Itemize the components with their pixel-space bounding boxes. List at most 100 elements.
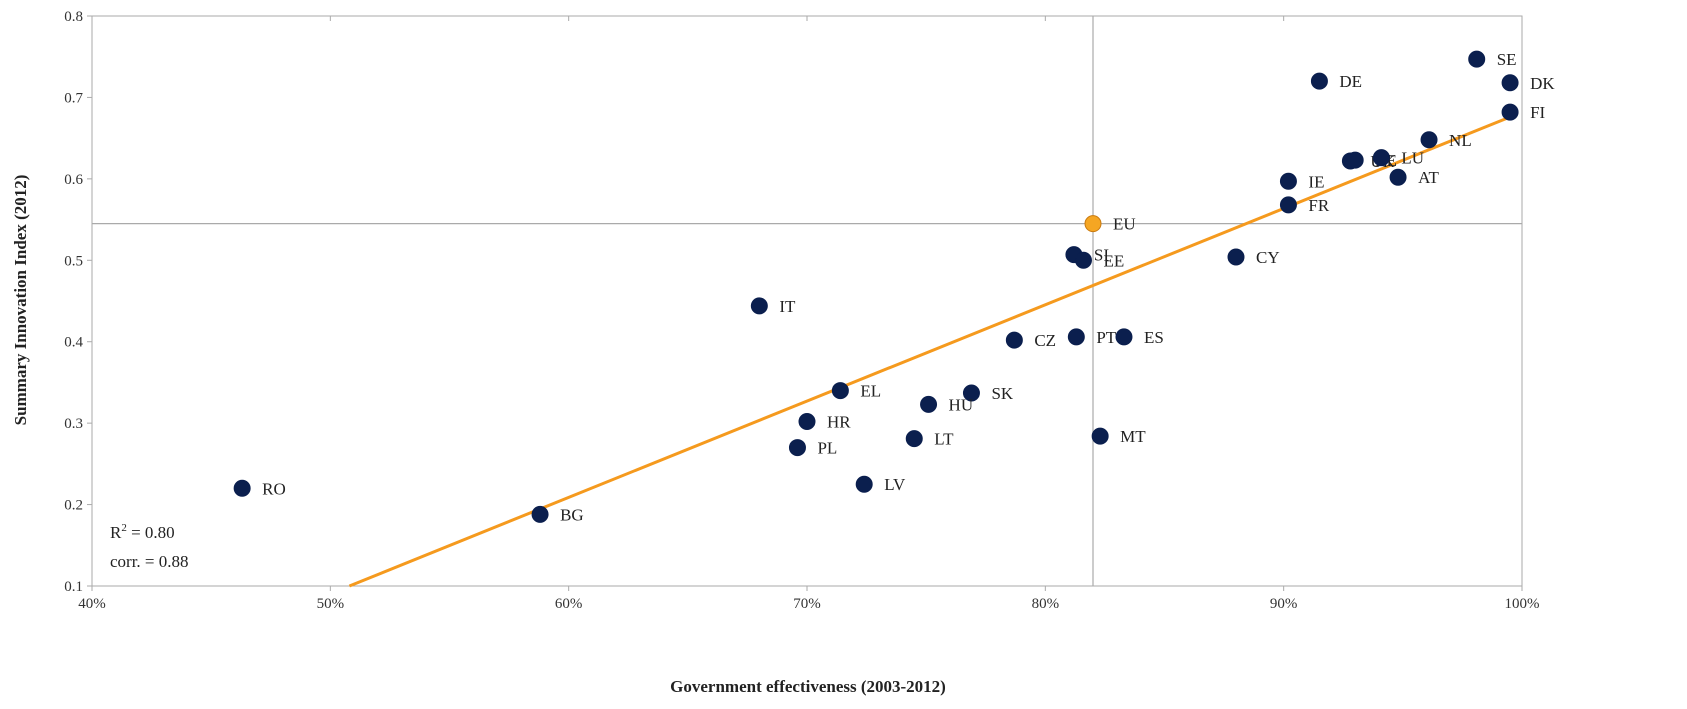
data-point-label: NL	[1449, 131, 1472, 150]
y-axis-title: Summary Innovation Index (2012)	[11, 175, 30, 426]
data-point-label: IE	[1308, 172, 1324, 191]
data-point-nl: NL	[1420, 131, 1472, 150]
data-point-label: FR	[1308, 196, 1329, 215]
data-point-label: CZ	[1034, 331, 1056, 350]
data-point-marker	[1227, 248, 1245, 266]
y-tick-label: 0.4	[64, 335, 83, 351]
data-point-fr: FR	[1279, 196, 1330, 215]
data-point-hr: HR	[798, 413, 851, 432]
x-tick-label: 40%	[78, 596, 106, 612]
data-point-de: DE	[1310, 72, 1362, 91]
data-point-pt: PT	[1067, 328, 1117, 347]
data-point-label: LV	[884, 475, 906, 494]
data-point-cz: CZ	[1005, 331, 1056, 350]
data-point-lu: LU	[1372, 149, 1424, 168]
y-tick-label: 0.7	[64, 90, 83, 106]
y-axis-ticks: 0.1 0.2 0.3 0.4 0.5 0.6 0.7 0.8	[64, 9, 92, 595]
data-point-fi: FI	[1501, 103, 1546, 122]
data-point-marker	[920, 395, 938, 413]
data-point-label: PL	[817, 439, 837, 458]
data-point-marker	[1279, 196, 1297, 214]
data-point-label: CY	[1256, 248, 1280, 267]
data-point-label: PT	[1096, 328, 1116, 347]
data-point-it: IT	[750, 297, 796, 316]
data-point-label: SE	[1497, 50, 1517, 69]
y-tick-label: 0.8	[64, 9, 83, 25]
data-point-marker	[831, 382, 849, 400]
data-point-marker	[1501, 74, 1519, 92]
data-point-es: ES	[1115, 328, 1164, 347]
r-squared-annotation: R2 = 0.80	[110, 522, 175, 542]
data-point-bg: BG	[531, 505, 584, 524]
data-point-marker	[1468, 50, 1486, 68]
data-point-marker	[1501, 103, 1519, 121]
data-point-label: DK	[1530, 74, 1555, 93]
data-point-hu: HU	[920, 395, 974, 414]
correlation-annotation: corr. = 0.88	[110, 552, 189, 571]
data-point-pl: PL	[788, 439, 837, 458]
data-point-marker	[531, 505, 549, 523]
data-point-label: HR	[827, 413, 851, 432]
data-point-ee: EE	[1074, 251, 1124, 270]
data-point-label: SK	[991, 384, 1013, 403]
x-tick-label: 90%	[1270, 596, 1298, 612]
data-point-eu: EU	[1084, 215, 1136, 234]
data-point-label: LT	[934, 430, 954, 449]
data-point-lv: LV	[855, 475, 906, 494]
data-point-el: EL	[831, 382, 881, 401]
data-point-label: MT	[1120, 427, 1146, 446]
data-point-at: AT	[1389, 168, 1439, 187]
data-point-marker	[750, 297, 768, 315]
y-tick-label: 0.3	[64, 416, 83, 432]
data-point-marker	[962, 384, 980, 402]
data-point-marker	[1420, 131, 1438, 149]
data-point-lt: LT	[905, 430, 954, 449]
y-tick-label: 0.6	[64, 172, 83, 188]
data-point-marker	[1389, 168, 1407, 186]
x-tick-label: 80%	[1032, 596, 1060, 612]
data-point-label: DE	[1339, 72, 1362, 91]
data-point-label: EE	[1103, 251, 1124, 270]
reference-lines	[92, 16, 1522, 586]
data-point-ie: IE	[1279, 172, 1324, 191]
data-point-marker	[855, 475, 873, 493]
data-point-mt: MT	[1091, 427, 1146, 446]
data-point-marker	[798, 413, 816, 431]
data-points: SEDKDEFINLUKBELUATIEFREUSIEECYITCZPTESEL…	[233, 50, 1555, 524]
data-point-label: HU	[949, 395, 974, 414]
data-point-marker	[233, 479, 251, 497]
data-point-marker	[788, 439, 806, 457]
data-point-label: IT	[779, 297, 796, 316]
plot-area	[91, 15, 1523, 587]
data-point-marker	[1310, 72, 1328, 90]
x-tick-label: 50%	[317, 596, 345, 612]
r-squared-value: = 0.80	[127, 523, 175, 542]
data-point-cy: CY	[1227, 248, 1280, 267]
data-point-marker	[1091, 427, 1109, 445]
trendline	[348, 115, 1511, 588]
data-point-label: LU	[1401, 149, 1424, 168]
trendline-path	[348, 115, 1511, 588]
data-point-label: FI	[1530, 103, 1545, 122]
data-point-marker	[1005, 331, 1023, 349]
x-tick-label: 100%	[1505, 596, 1540, 612]
data-point-marker	[905, 430, 923, 448]
y-tick-label: 0.5	[64, 253, 83, 269]
data-point-marker	[1084, 215, 1102, 233]
data-point-label: ES	[1144, 328, 1164, 347]
data-point-marker	[1067, 328, 1085, 346]
data-point-ro: RO	[233, 479, 286, 498]
data-point-marker	[1115, 328, 1133, 346]
data-point-label: RO	[262, 479, 286, 498]
x-tick-label: 60%	[555, 596, 583, 612]
data-point-marker	[1279, 172, 1297, 190]
y-tick-label: 0.2	[64, 498, 83, 514]
data-point-label: EL	[860, 382, 881, 401]
data-point-sk: SK	[962, 384, 1014, 403]
data-point-label: EU	[1113, 215, 1136, 234]
y-tick-label: 0.1	[64, 579, 83, 595]
data-point-marker	[1372, 149, 1390, 167]
data-point-se: SE	[1468, 50, 1517, 69]
data-point-dk: DK	[1501, 74, 1555, 93]
